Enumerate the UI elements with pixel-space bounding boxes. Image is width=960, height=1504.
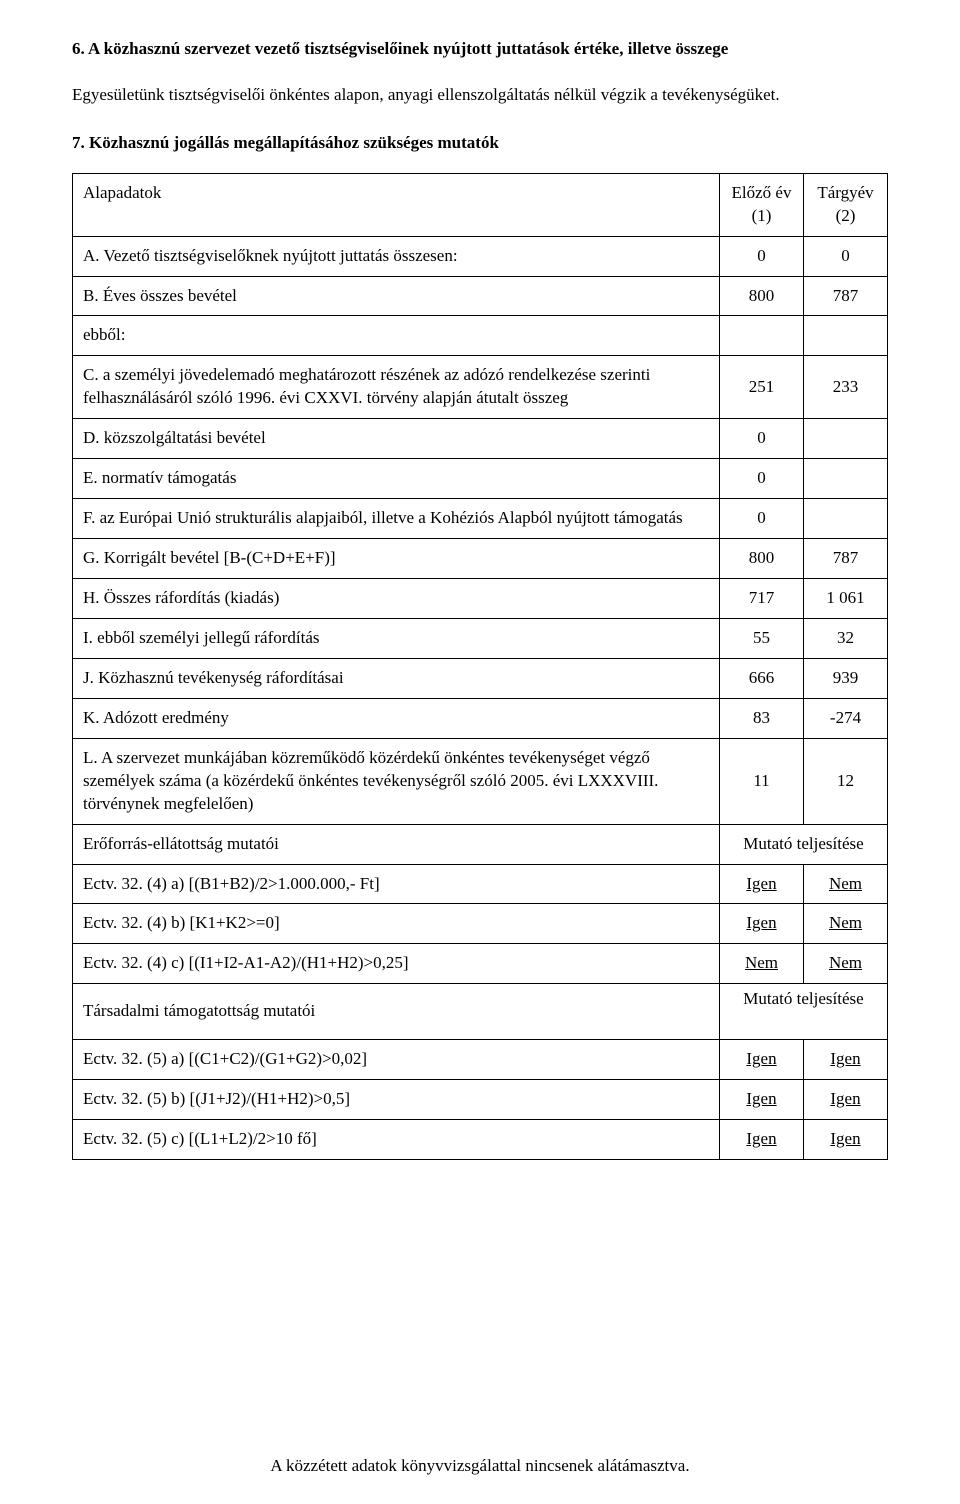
row-e-v1: 0 — [720, 459, 804, 499]
row-g-v1: 800 — [720, 539, 804, 579]
row-m6-label: Ectv. 32. (5) c) [(L1+L2)/2>10 fő] — [73, 1120, 720, 1160]
row-m2-label: Ectv. 32. (4) b) [K1+K2>=0] — [73, 904, 720, 944]
header-prev-year: Előző év (1) — [720, 173, 804, 236]
table-row: F. az Európai Unió strukturális alapjaib… — [73, 499, 888, 539]
row-c-label: C. a személyi jövedelemadó meghatározott… — [73, 356, 720, 419]
row-er-span: Mutató teljesítése — [720, 824, 888, 864]
row-i-v2: 32 — [804, 618, 888, 658]
header-alapadatok: Alapadatok — [73, 173, 720, 236]
row-l-v1: 11 — [720, 738, 804, 824]
header-prev-year-sub: (1) — [752, 206, 772, 225]
section7-heading: 7. Közhasznú jogállás megállapításához s… — [72, 133, 888, 153]
page-footer: A közzétett adatok könyvvizsgálattal nin… — [0, 1456, 960, 1476]
row-b-label: B. Éves összes bevétel — [73, 276, 720, 316]
table-row: K. Adózott eredmény 83 -274 — [73, 698, 888, 738]
row-tt-label: Társadalmi támogatottság mutatói — [73, 984, 720, 1040]
table-row: Ectv. 32. (5) a) [(C1+C2)/(G1+G2)>0,02] … — [73, 1040, 888, 1080]
row-m2-v1: Igen — [746, 913, 776, 932]
row-m3-v2: Nem — [829, 953, 862, 972]
table-row: D. közszolgáltatási bevétel 0 — [73, 419, 888, 459]
header-curr-year: Tárgyév (2) — [804, 173, 888, 236]
row-l-v2: 12 — [804, 738, 888, 824]
table-row: Erőforrás-ellátottság mutatói Mutató tel… — [73, 824, 888, 864]
row-j-v2: 939 — [804, 658, 888, 698]
row-a-v1: 0 — [720, 236, 804, 276]
row-h-v2: 1 061 — [804, 579, 888, 619]
row-m6-v1: Igen — [746, 1129, 776, 1148]
row-m4-label: Ectv. 32. (5) a) [(C1+C2)/(G1+G2)>0,02] — [73, 1040, 720, 1080]
row-m1-v1: Igen — [746, 874, 776, 893]
row-i-label: I. ebből személyi jellegű ráfordítás — [73, 618, 720, 658]
row-k-label: K. Adózott eredmény — [73, 698, 720, 738]
row-e-label: E. normatív támogatás — [73, 459, 720, 499]
row-g-v2: 787 — [804, 539, 888, 579]
row-m1-label: Ectv. 32. (4) a) [(B1+B2)/2>1.000.000,- … — [73, 864, 720, 904]
row-j-label: J. Közhasznú tevékenység ráfordításai — [73, 658, 720, 698]
table-row: E. normatív támogatás 0 — [73, 459, 888, 499]
table-row: Ectv. 32. (4) a) [(B1+B2)/2>1.000.000,- … — [73, 864, 888, 904]
row-m3-label: Ectv. 32. (4) c) [(I1+I2-A1-A2)/(H1+H2)>… — [73, 944, 720, 984]
row-d-v1: 0 — [720, 419, 804, 459]
row-m3-v1: Nem — [745, 953, 778, 972]
header-curr-year-sub: (2) — [836, 206, 856, 225]
table-row: ebből: — [73, 316, 888, 356]
row-m5-v1: Igen — [746, 1089, 776, 1108]
row-c-v2: 233 — [804, 356, 888, 419]
section6-body: Egyesületünk tisztségviselői önkéntes al… — [72, 83, 888, 107]
row-l-label: L. A szervezet munkájában közreműködő kö… — [73, 738, 720, 824]
row-m5-label: Ectv. 32. (5) b) [(J1+J2)/(H1+H2)>0,5] — [73, 1080, 720, 1120]
table-row: B. Éves összes bevétel 800 787 — [73, 276, 888, 316]
table-row: G. Korrigált bevétel [B-(C+D+E+F)] 800 7… — [73, 539, 888, 579]
row-k-v1: 83 — [720, 698, 804, 738]
row-f-label: F. az Európai Unió strukturális alapjaib… — [73, 499, 720, 539]
row-i-v1: 55 — [720, 618, 804, 658]
row-m4-v2: Igen — [830, 1049, 860, 1068]
table-row: I. ebből személyi jellegű ráfordítás 55 … — [73, 618, 888, 658]
table-row: H. Összes ráfordítás (kiadás) 717 1 061 — [73, 579, 888, 619]
row-m1-v2: Nem — [829, 874, 862, 893]
header-curr-year-top: Tárgyév — [817, 183, 873, 202]
table-row: Ectv. 32. (4) b) [K1+K2>=0] Igen Nem — [73, 904, 888, 944]
row-ebb-v1 — [720, 316, 804, 356]
row-ebb-label: ebből: — [73, 316, 720, 356]
row-f-v2 — [804, 499, 888, 539]
table-row: A. Vezető tisztségviselőknek nyújtott ju… — [73, 236, 888, 276]
table-row: Ectv. 32. (5) b) [(J1+J2)/(H1+H2)>0,5] I… — [73, 1080, 888, 1120]
row-ebb-v2 — [804, 316, 888, 356]
table-header-row: Alapadatok Előző év (1) Tárgyév (2) — [73, 173, 888, 236]
row-er-label: Erőforrás-ellátottság mutatói — [73, 824, 720, 864]
indicators-table: Alapadatok Előző év (1) Tárgyév (2) A. V… — [72, 173, 888, 1160]
row-m2-v2: Nem — [829, 913, 862, 932]
header-prev-year-top: Előző év — [732, 183, 792, 202]
row-b-v2: 787 — [804, 276, 888, 316]
row-d-v2 — [804, 419, 888, 459]
table-row: Ectv. 32. (4) c) [(I1+I2-A1-A2)/(H1+H2)>… — [73, 944, 888, 984]
row-b-v1: 800 — [720, 276, 804, 316]
row-e-v2 — [804, 459, 888, 499]
row-h-label: H. Összes ráfordítás (kiadás) — [73, 579, 720, 619]
row-m4-v1: Igen — [746, 1049, 776, 1068]
row-c-v1: 251 — [720, 356, 804, 419]
table-row: C. a személyi jövedelemadó meghatározott… — [73, 356, 888, 419]
row-tt-span: Mutató teljesítése — [720, 984, 888, 1040]
row-a-label: A. Vezető tisztségviselőknek nyújtott ju… — [73, 236, 720, 276]
table-row: Ectv. 32. (5) c) [(L1+L2)/2>10 fő] Igen … — [73, 1120, 888, 1160]
row-d-label: D. közszolgáltatási bevétel — [73, 419, 720, 459]
section6-heading: 6. A közhasznú szervezet vezető tisztség… — [72, 38, 888, 61]
row-m6-v2: Igen — [830, 1129, 860, 1148]
table-row: L. A szervezet munkájában közreműködő kö… — [73, 738, 888, 824]
row-g-label: G. Korrigált bevétel [B-(C+D+E+F)] — [73, 539, 720, 579]
row-j-v1: 666 — [720, 658, 804, 698]
row-k-v2: -274 — [804, 698, 888, 738]
row-f-v1: 0 — [720, 499, 804, 539]
row-m5-v2: Igen — [830, 1089, 860, 1108]
table-row: Társadalmi támogatottság mutatói Mutató … — [73, 984, 888, 1040]
table-row: J. Közhasznú tevékenység ráfordításai 66… — [73, 658, 888, 698]
row-h-v1: 717 — [720, 579, 804, 619]
row-a-v2: 0 — [804, 236, 888, 276]
